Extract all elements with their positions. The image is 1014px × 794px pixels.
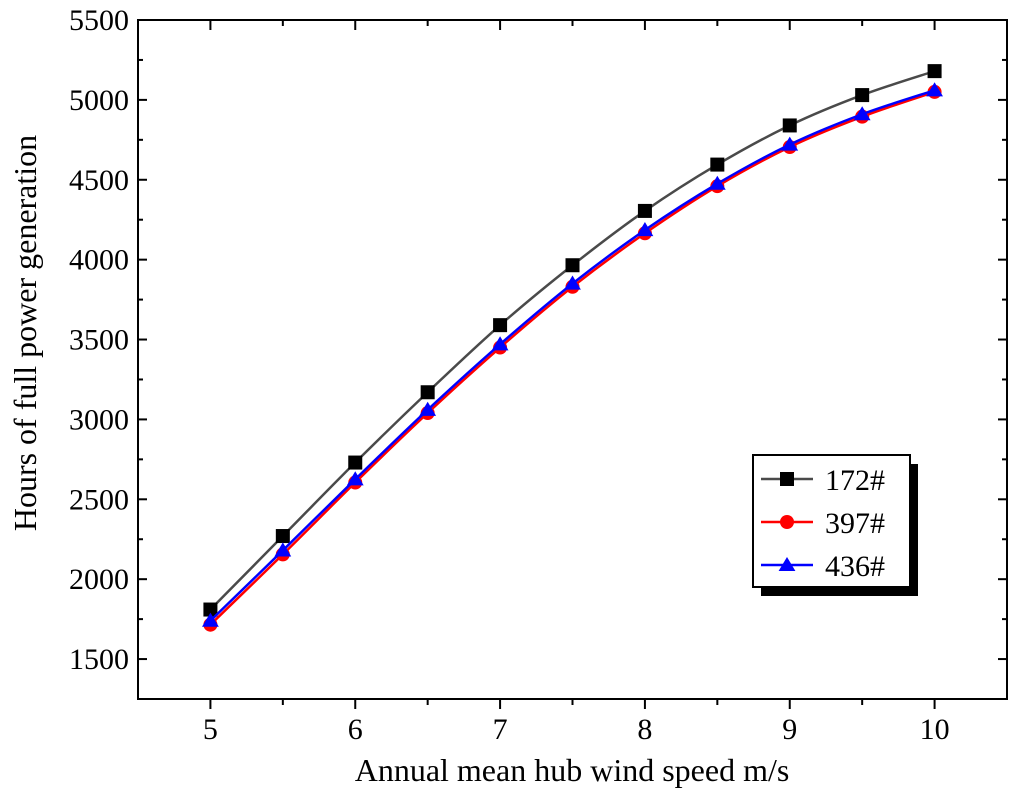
y-tick-label: 2500 <box>69 483 129 516</box>
x-tick-label: 9 <box>782 713 797 746</box>
triangle-marker <box>926 82 943 97</box>
square-marker <box>420 385 435 400</box>
triangle-marker <box>636 222 654 237</box>
square-marker <box>855 88 870 103</box>
x-tick-label: 8 <box>637 713 652 746</box>
triangle-marker <box>419 401 437 416</box>
y-tick-label: 3500 <box>69 324 129 357</box>
series-436 <box>202 82 943 627</box>
square-marker <box>275 529 290 544</box>
triangle-marker <box>853 106 871 121</box>
triangle-marker <box>781 136 799 151</box>
y-tick-label: 2000 <box>69 563 129 596</box>
series-layer <box>202 64 943 632</box>
plot-frame <box>137 19 1008 700</box>
x-tick-label: 10 <box>920 713 950 746</box>
square-marker <box>710 157 725 172</box>
square-marker <box>348 455 363 470</box>
x-tick-label: 5 <box>203 713 218 746</box>
triangle-marker <box>778 556 796 572</box>
x-tick-label: 6 <box>348 713 363 746</box>
square-marker <box>780 472 794 486</box>
y-tick-label: 5500 <box>69 4 129 37</box>
square-marker <box>565 258 580 273</box>
square-marker <box>927 64 942 79</box>
triangle-marker <box>564 275 581 290</box>
x-axis-title: Annual mean hub wind speed m/s <box>355 752 790 788</box>
triangle-marker <box>274 542 292 557</box>
x-tick-label: 7 <box>493 713 508 746</box>
y-tick-label: 1500 <box>69 643 129 676</box>
triangle-marker <box>202 612 219 627</box>
legend: 172# 397# 436# <box>752 454 918 596</box>
triangle-marker <box>708 175 726 190</box>
y-tick-label: 3000 <box>69 403 129 436</box>
legend-label: 397# <box>825 507 885 540</box>
legend-label: 172# <box>825 464 885 497</box>
square-marker <box>203 602 218 617</box>
y-tick-label: 4500 <box>69 164 129 197</box>
triangle-marker <box>346 471 364 486</box>
series-line <box>209 90 935 626</box>
y-axis: 1500 2000 2500 3000 3500 4000 4500 5000 5500 <box>69 4 1007 676</box>
y-tick-label: 4000 <box>69 244 129 277</box>
square-marker <box>493 318 508 333</box>
circle-marker <box>780 515 794 529</box>
series-line <box>209 89 935 622</box>
x-axis: 5 6 7 8 9 10 <box>203 20 950 746</box>
square-marker <box>637 203 652 218</box>
y-axis-title: Hours of full power generation <box>7 135 43 531</box>
series-172 <box>203 64 942 617</box>
legend-label: 436# <box>825 550 885 583</box>
triangle-marker <box>491 336 509 351</box>
square-marker <box>782 118 797 133</box>
y-tick-label: 5000 <box>69 84 129 117</box>
